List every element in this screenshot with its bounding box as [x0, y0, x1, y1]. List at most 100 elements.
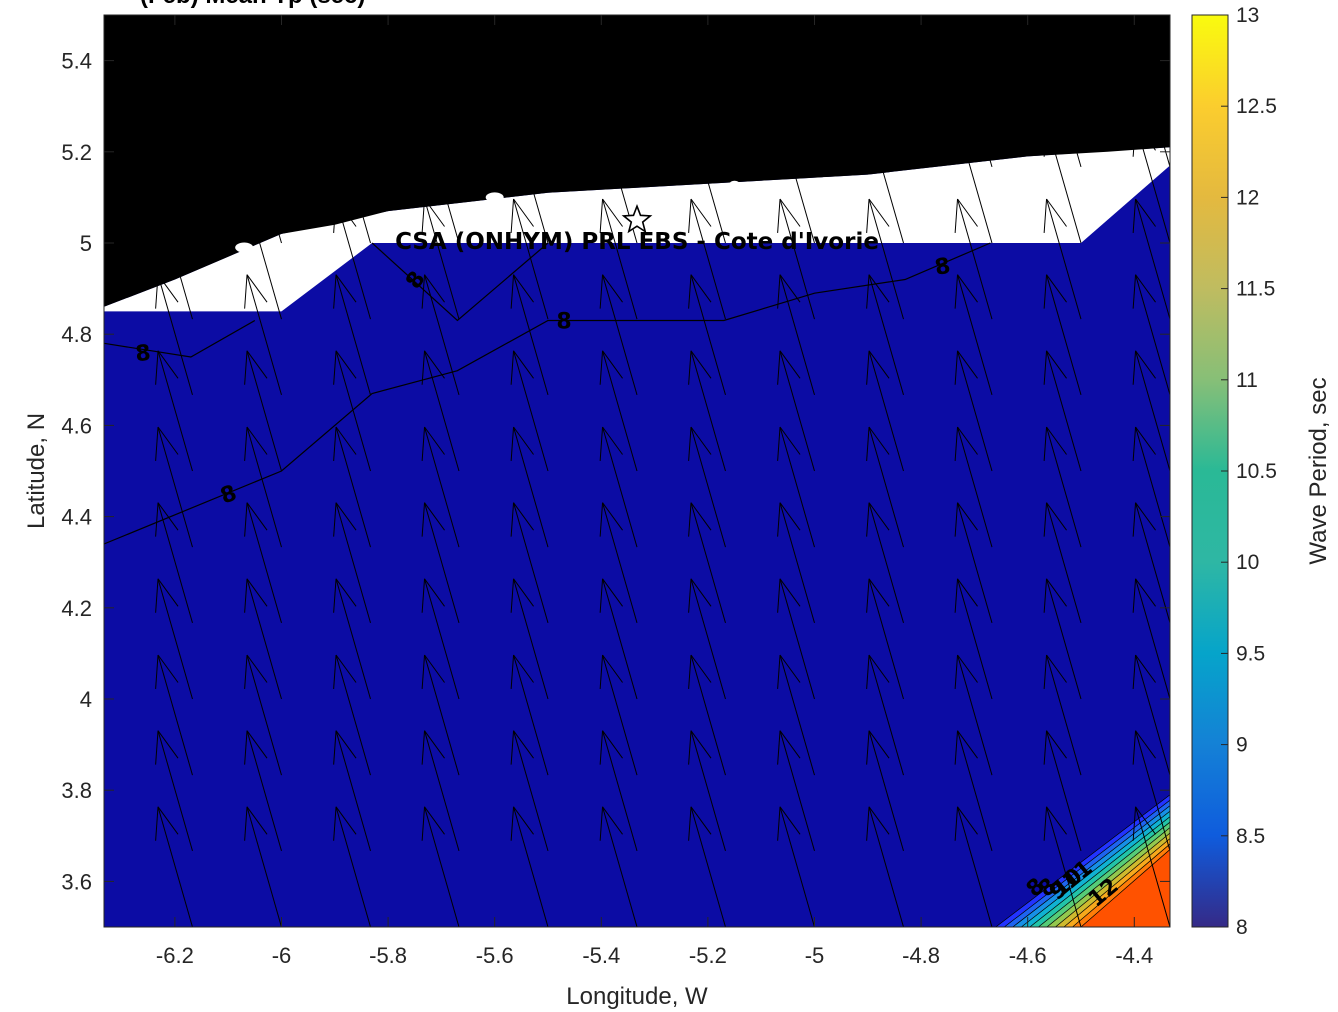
wave-direction-arrow: [688, 46, 726, 167]
wave-direction-arrow: [155, 426, 193, 548]
wave-direction-arrow: [688, 654, 726, 776]
wave-direction-arrow: [688, 122, 726, 244]
y-tick-label: 4.6: [61, 413, 92, 438]
wave-direction-arrow: [954, 502, 993, 623]
x-tick-label: -6: [272, 943, 292, 968]
wave-direction-arrow: [333, 502, 371, 623]
wave-direction-arrow: [155, 578, 193, 700]
wave-direction-arrow: [1132, 730, 1170, 851]
wave-direction-arrow: [155, 730, 193, 851]
wave-direction-arrow: [155, 46, 193, 167]
wave-direction-arrow: [866, 122, 904, 244]
x-tick-label: -4.6: [1009, 943, 1047, 968]
colorbar-tick-label: 12: [1236, 186, 1259, 209]
wave-direction-arrow: [954, 806, 993, 927]
wave-direction-arrow: [510, 198, 549, 320]
wave-direction-arrow: [599, 654, 638, 776]
wave-direction-arrow: [333, 274, 371, 395]
land-mass: [104, 15, 1170, 307]
corner-period-max-band: [1080, 849, 1170, 927]
x-tick-label: -5.4: [582, 943, 620, 968]
y-tick-label: 5: [80, 231, 92, 256]
site-label: CSA (ONHYM) PRL EBS - Cote d'Ivorie: [395, 229, 879, 255]
wave-direction-arrow: [777, 502, 815, 623]
wave-direction-arrow: [866, 46, 904, 167]
wave-direction-arrow: [244, 806, 282, 927]
wave-direction-arrow: [155, 198, 193, 320]
wave-direction-arrow: [777, 654, 815, 776]
wave-direction-arrow: [1043, 654, 1082, 776]
wave-direction-arrow: [1043, 350, 1082, 472]
wave-direction-arrow: [1132, 198, 1170, 320]
colorbar-ticks: 8 8.5 9 9.5 10 10.5 11 11.5 12 12.5 13: [1221, 4, 1277, 939]
wave-direction-arrow: [866, 578, 904, 700]
colorbar-tick-label: 13: [1236, 4, 1259, 27]
wave-direction-arrow: [421, 654, 460, 776]
wave-direction-arrow: [688, 350, 726, 472]
wave-direction-arrow: [1043, 122, 1082, 244]
y-axis: 3.6 3.8 4 4.2 4.4 4.6 4.8 5 5.2 5.4: [61, 49, 1170, 894]
wave-direction-arrow: [866, 730, 904, 851]
x-tick-label: -5.6: [476, 943, 514, 968]
wave-direction-arrow: [954, 198, 993, 320]
wave-direction-arrow: [777, 274, 815, 395]
wave-direction-arrow: [688, 274, 726, 395]
wave-direction-arrow: [1043, 198, 1082, 320]
wave-direction-arrow: [688, 502, 726, 623]
wave-direction-arrow: [599, 806, 638, 927]
wave-direction-arrow: [599, 198, 638, 320]
wave-direction-arrow: [954, 350, 993, 472]
colorbar-tick-label: 11.5: [1236, 278, 1275, 301]
y-tick-label: 4: [80, 687, 92, 712]
wave-direction-arrow: [510, 46, 549, 167]
wave-direction-arrow: [333, 654, 371, 776]
wave-direction-arrow: [333, 730, 371, 851]
colorbar-tick-label: 10.5: [1236, 460, 1277, 483]
wave-direction-arrow: [421, 122, 460, 244]
wave-direction-arrows: [104, 46, 1170, 927]
wave-direction-arrow: [866, 350, 904, 472]
wave-direction-arrow: [599, 502, 638, 623]
wave-direction-arrow: [421, 426, 460, 548]
wave-direction-arrow: [954, 122, 993, 244]
island: [820, 177, 831, 182]
wave-direction-arrow: [244, 502, 282, 623]
x-tick-label: -6.2: [156, 943, 194, 968]
wave-direction-arrow: [777, 578, 815, 700]
contour-label: 8: [556, 310, 571, 335]
x-tick-label: -4.4: [1115, 943, 1153, 968]
wave-direction-arrow: [510, 806, 549, 927]
wave-direction-arrow: [688, 426, 726, 548]
wave-direction-arrow: [510, 426, 549, 548]
wave-direction-arrow: [777, 806, 815, 927]
wave-direction-arrow: [510, 350, 549, 472]
wave-direction-arrow: [510, 730, 549, 851]
wave-direction-arrow: [866, 654, 904, 776]
wave-direction-arrow: [599, 46, 638, 167]
wave-direction-arrow: [421, 806, 460, 927]
wave-direction-arrow: [244, 426, 282, 548]
wave-direction-arrow: [777, 730, 815, 851]
wave-direction-arrow: [688, 730, 726, 851]
wave-direction-arrow: [866, 198, 904, 320]
wave-direction-arrow: [1043, 274, 1082, 395]
wave-direction-arrow: [688, 198, 726, 320]
wave-direction-arrow: [155, 806, 193, 927]
wave-direction-arrow: [866, 502, 904, 623]
wave-direction-arrow: [1132, 46, 1170, 167]
wave-direction-arrow: [866, 274, 904, 395]
colorbar-label: Wave Period, sec: [1305, 377, 1332, 564]
wave-direction-arrow: [104, 773, 105, 776]
wave-direction-arrow: [510, 274, 549, 395]
wave-direction-arrow: [1043, 578, 1082, 700]
wave-direction-arrow: [1132, 426, 1170, 548]
wave-direction-arrow: [104, 469, 105, 471]
wave-direction-arrow: [421, 46, 460, 167]
wave-direction-arrow: [333, 198, 371, 320]
x-tick-label: -5.8: [369, 943, 407, 968]
wave-direction-arrow: [333, 350, 371, 472]
x-tick-label: -5: [805, 943, 825, 968]
wave-direction-arrow: [777, 426, 815, 548]
wave-direction-arrow: [155, 654, 193, 776]
